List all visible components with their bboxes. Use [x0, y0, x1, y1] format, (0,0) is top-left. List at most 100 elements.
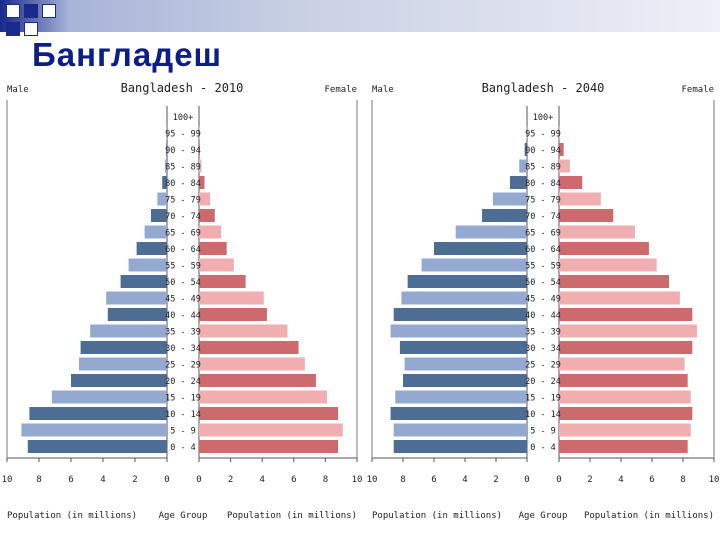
chart1-tick-label: 2 [132, 475, 137, 485]
chart2-male-bar [404, 357, 527, 371]
chart2-age-label: 90 - 94 [525, 146, 561, 156]
chart1-age-label: 80 - 84 [165, 179, 201, 189]
chart1-age-label: 55 - 59 [165, 262, 201, 272]
chart2-female-bar [559, 423, 691, 437]
chart2-tick-label: 10 [709, 475, 720, 485]
chart1-female-bar [199, 341, 299, 354]
chart2-tick-label: 6 [649, 475, 654, 485]
chart1-female-bar [199, 143, 200, 156]
chart2-age-label: 60 - 64 [525, 245, 561, 255]
chart1-age-label: 90 - 94 [165, 146, 201, 156]
chart1-tick-label: 0 [164, 475, 169, 485]
chart2-xlabel-right: Population (in millions) [584, 511, 714, 521]
chart2-male-bar [492, 192, 527, 206]
chart1-female-bar [199, 192, 211, 206]
chart2-female-bar [559, 159, 570, 173]
chart2-age-label: 85 - 89 [525, 163, 561, 173]
chart2-age-label: 30 - 34 [525, 344, 561, 354]
chart2-age-label: 75 - 79 [525, 196, 561, 206]
chart2-tick-label: 2 [587, 475, 592, 485]
chart1-male-bar [120, 275, 167, 288]
chart1-male-bar [106, 291, 167, 305]
chart1-xlabel-right: Population (in millions) [227, 511, 357, 521]
chart2-tick-label: 0 [556, 475, 561, 485]
chart1-female-bar [199, 357, 305, 371]
chart1-age-label: 25 - 29 [165, 361, 201, 371]
chart1-tick-label: 8 [323, 475, 328, 485]
chart2-male-bar [519, 159, 527, 173]
chart1-male-bar [136, 242, 167, 255]
chart2-female-bar [559, 324, 697, 338]
chart2-age-label: 45 - 49 [525, 295, 561, 305]
chart1-female-bar [199, 159, 202, 173]
chart1-male-bar [166, 143, 167, 156]
chart2-age-label: 95 - 99 [525, 130, 561, 140]
chart1-male-bar [29, 407, 168, 420]
chart2-male-bar [434, 242, 527, 255]
chart2-age-label: 65 - 69 [525, 229, 561, 239]
chart1-male-bar [27, 440, 167, 453]
chart2-female-bar [559, 126, 560, 140]
chart1-female-bar [199, 308, 267, 321]
chart1-xlabel-left: Population (in millions) [7, 511, 137, 521]
chart2-xlabel-left: Population (in millions) [372, 511, 502, 521]
chart2-male-bar [393, 423, 527, 437]
chart2-tick-label: 4 [618, 475, 623, 485]
chart2-male-bar [390, 324, 527, 338]
chart2-female-bar [559, 374, 688, 387]
chart1-age-label: 60 - 64 [165, 245, 201, 255]
chart2-male-bar [390, 407, 527, 420]
chart2-age-label: 35 - 39 [525, 328, 561, 338]
chart2-age-label: 40 - 44 [525, 311, 561, 321]
chart2-tick-label: 10 [367, 475, 378, 485]
chart1-male-bar [21, 423, 168, 437]
chart1-female-bar [199, 176, 205, 189]
chart1-female-bar [199, 209, 215, 222]
chart2-tick-label: 6 [431, 475, 436, 485]
chart1-male-bar [162, 176, 167, 189]
chart1-tick-label: 6 [68, 475, 73, 485]
chart2-age-label: 0 - 4 [530, 443, 556, 453]
chart1-female-bar [199, 407, 339, 420]
chart1-male-bar [80, 341, 167, 354]
header-gradient-strip [0, 0, 720, 32]
chart2-male-bar [455, 225, 527, 239]
chart1-age-group-label: Age Group [159, 511, 208, 521]
chart1-female-bar [199, 242, 227, 255]
chart2-female-bar [559, 291, 680, 305]
chart2-age-label: 70 - 74 [525, 212, 561, 222]
chart2-age-label: 50 - 54 [525, 278, 561, 288]
chart2-tick-label: 8 [400, 475, 405, 485]
chart1-female-bar [199, 440, 339, 453]
chart2-male-bar [407, 275, 527, 288]
chart1-male-bar [144, 225, 167, 239]
chart2-age-label: 20 - 24 [525, 377, 561, 387]
chart1-tick-label: 6 [291, 475, 296, 485]
chart2-male-bar [399, 341, 527, 354]
chart2-female-bar [559, 390, 691, 404]
deco-square-2 [24, 4, 38, 18]
chart1-tick-label: 2 [228, 475, 233, 485]
chart2-male-bar [403, 374, 527, 387]
chart2-age-label: 25 - 29 [525, 361, 561, 371]
chart2-female-bar [559, 407, 693, 420]
chart1-age-label: 70 - 74 [165, 212, 201, 222]
chart2-female-bar [559, 209, 614, 222]
chart1-age-label: 45 - 49 [165, 295, 201, 305]
chart1-male-bar [79, 357, 167, 371]
chart2-title: Bangladesh - 2040 [482, 81, 605, 95]
chart1-female-bar [199, 423, 343, 437]
chart1-tick-label: 4 [100, 475, 105, 485]
chart1-male-bar [71, 374, 167, 387]
chart2-male-bar [524, 143, 527, 156]
chart1-female-bar [199, 258, 234, 272]
chart2-female-bar [559, 225, 635, 239]
chart2-female-bar [559, 275, 670, 288]
deco-square-1 [6, 4, 20, 18]
chart1-male-bar [90, 324, 167, 338]
chart2-tick-label: 0 [524, 475, 529, 485]
chart1-female-bar [199, 291, 264, 305]
chart2-male-bar [509, 176, 527, 189]
chart1-female-bar [199, 390, 327, 404]
